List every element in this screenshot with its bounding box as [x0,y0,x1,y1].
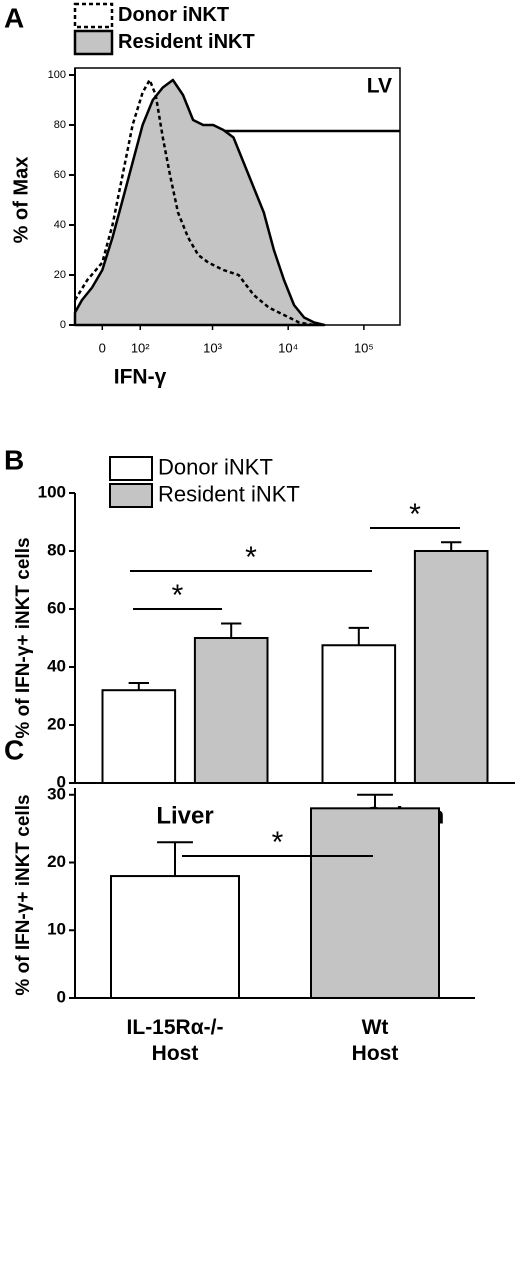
y-tick-label: 60 [54,169,66,181]
x-tick-label-line: Wt [362,1016,389,1039]
histogram-line [73,78,315,327]
legend-label: Donor iNKT [118,4,229,26]
significance-label: * [172,579,184,612]
panel-letter: B [4,444,24,475]
y-tick-label: 80 [47,540,66,559]
panel-letter: C [4,734,24,765]
bar [413,550,489,784]
legend-label: Resident iNKT [158,481,300,506]
y-tick-label: 60 [47,598,66,617]
x-tick-label: 10³ [203,340,222,355]
y-tick-label: 20 [54,269,66,281]
bar [193,637,269,784]
y-tick-label: 20 [47,714,66,733]
y-axis-label: % of Max [10,157,32,244]
x-tick-label-line: Host [352,1042,399,1065]
y-tick-label: 0 [57,987,66,1006]
annotation: LV [367,75,392,98]
bar [310,807,440,999]
x-tick-label: 10⁵ [354,340,374,355]
y-tick-label: 100 [48,69,66,81]
bar [101,689,177,785]
significance-label: * [272,826,284,859]
y-tick-label: 80 [54,119,66,131]
x-tick-label: Liver [156,802,213,829]
x-tick-label: Wt Host [352,1016,399,1065]
y-axis-label: % of IFN-γ+ iNKT cells [13,794,34,995]
x-tick-label: 0 [99,340,106,355]
x-tick-label: IL-15Rα-/- Host [127,1016,224,1065]
bar [321,644,397,784]
legend-key [109,483,153,508]
bar [110,875,240,999]
panel-letter: A [4,2,24,33]
histogram-area [73,78,326,327]
y-tick-label: 10 [47,920,66,939]
x-tick-label: 10⁴ [278,340,298,355]
x-tick-label-line: Host [152,1042,199,1065]
y-tick-label: 0 [57,772,66,791]
y-tick-label: 100 [38,482,66,501]
y-axis-label: % of IFN-γ+ iNKT cells [13,537,34,738]
y-tick-label: 40 [47,656,66,675]
y-tick-label: 40 [54,219,66,231]
significance-label: * [245,541,257,574]
x-tick-label: 10² [131,340,150,355]
legend-label: Resident iNKT [118,31,255,53]
legend-key [73,2,114,29]
x-tick-label-line: IL-15Rα-/- [127,1016,224,1039]
legend-label: Donor iNKT [158,454,273,479]
legend-key [109,456,153,481]
y-tick-label: 20 [47,852,66,871]
y-tick-label: 30 [47,784,66,803]
legend-key [73,29,114,56]
significance-label: * [409,498,421,531]
y-tick-label: 0 [60,319,66,331]
x-axis-label: IFN-γ [114,366,167,389]
